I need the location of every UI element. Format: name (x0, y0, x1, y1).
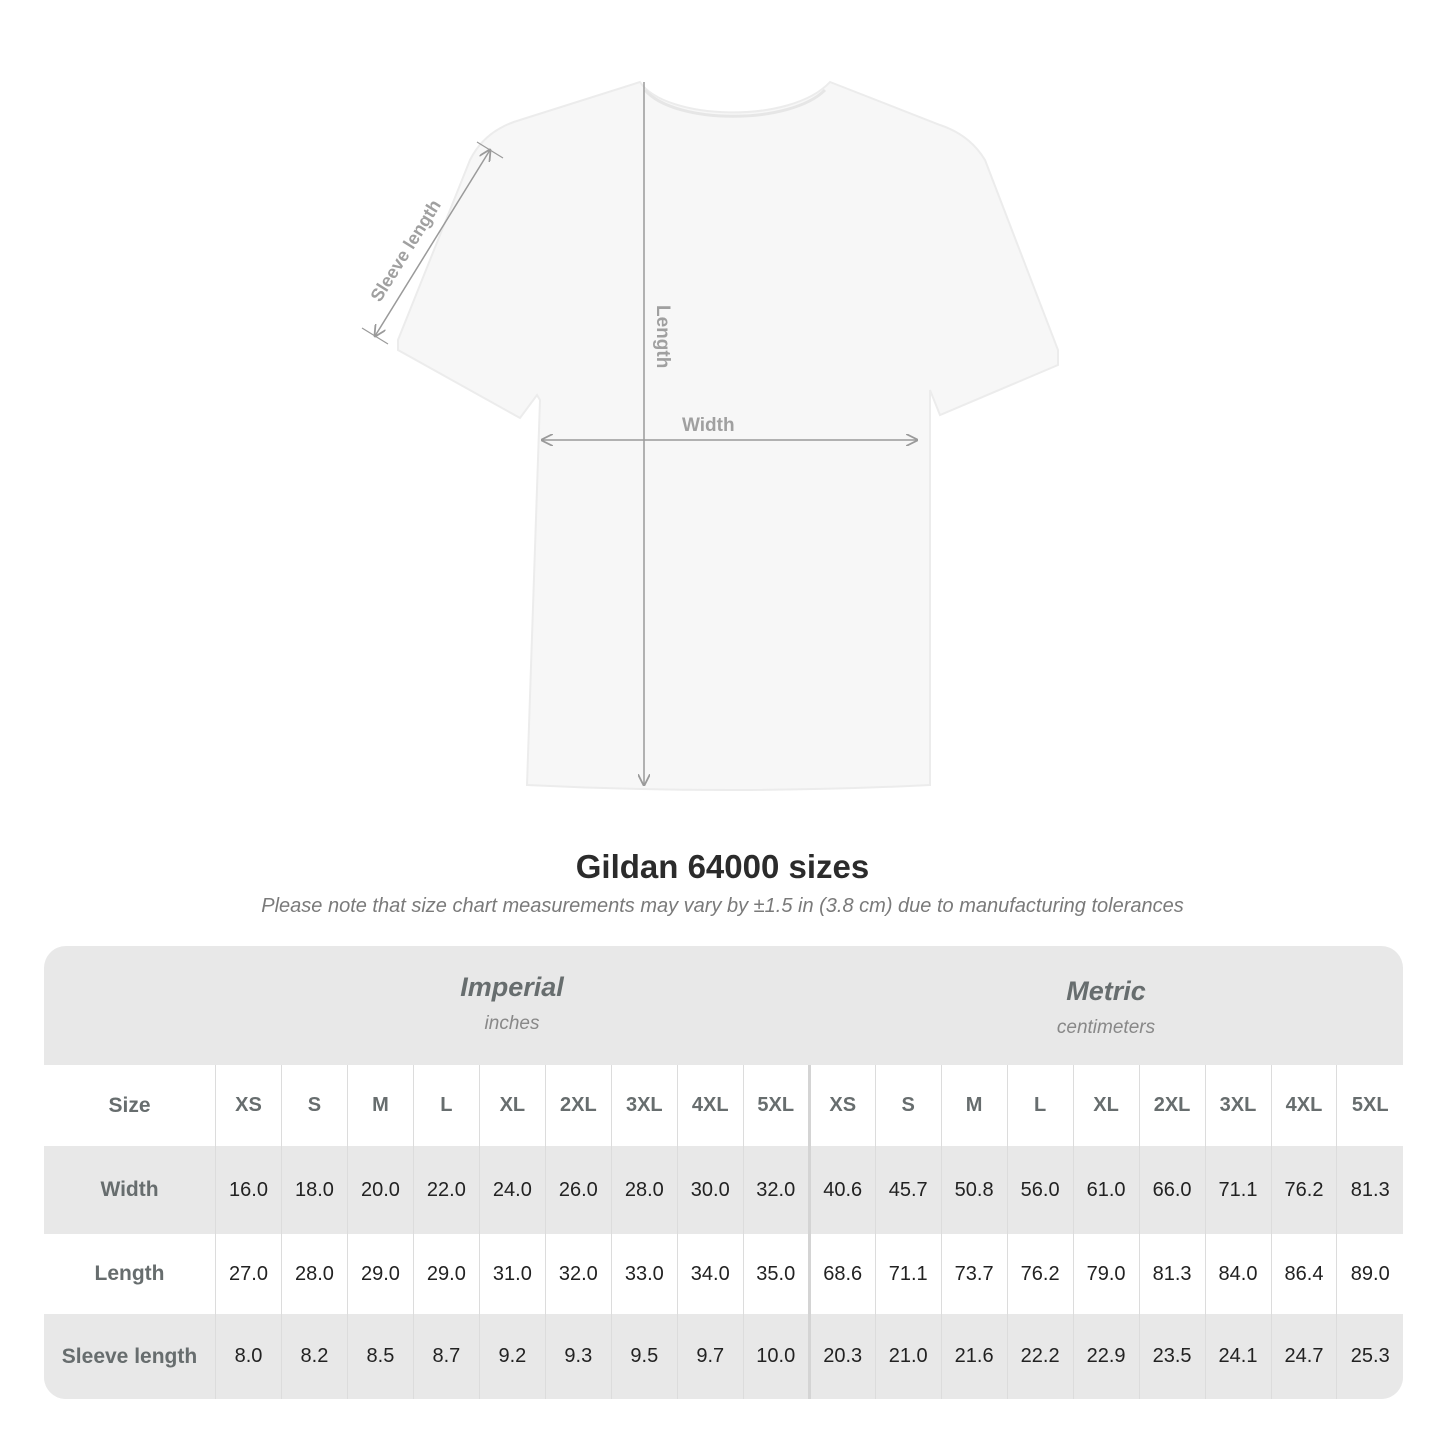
imperial-cell: 31.0 (478, 1234, 546, 1314)
imperial-cell: 9.5 (610, 1314, 678, 1399)
metric-cell: 61.0 (1072, 1146, 1140, 1234)
metric-size-l: L (1006, 1065, 1074, 1146)
metric-title: Metric (1066, 976, 1146, 1006)
imperial-size-l: L (412, 1065, 480, 1146)
imperial-cell: 30.0 (676, 1146, 744, 1234)
metric-cell: 20.3 (807, 1314, 876, 1399)
sleeve-measure-line (375, 150, 490, 336)
table-row-sleeve-length: Sleeve length 8.0 8.2 8.5 8.7 9.2 9.3 9.5 9.7 10.… (44, 1314, 1403, 1399)
metric-cell: 66.0 (1138, 1146, 1206, 1234)
imperial-size-5xl: 5XL (742, 1065, 810, 1146)
imperial-cell: 32.0 (544, 1234, 612, 1314)
imperial-cell: 29.0 (412, 1234, 480, 1314)
metric-cell: 40.6 (807, 1146, 876, 1234)
imperial-cell: 24.0 (478, 1146, 546, 1234)
metric-cell: 76.2 (1270, 1146, 1337, 1234)
width-label: Width (682, 415, 735, 436)
row-label: Length (94, 1262, 165, 1285)
metric-cell: 86.4 (1270, 1234, 1337, 1314)
imperial-title: Imperial (460, 972, 564, 1002)
imperial-cell: 27.0 (215, 1234, 282, 1314)
imperial-size-2xl: 2XL (544, 1065, 612, 1146)
imperial-cell: 26.0 (544, 1146, 612, 1234)
metric-cell: 22.9 (1072, 1314, 1140, 1399)
metric-cell: 84.0 (1204, 1234, 1271, 1314)
imperial-cell: 28.0 (610, 1146, 678, 1234)
table-row-length: Length 27.0 28.0 29.0 29.0 31.0 32.0 33.0 34.0 35… (44, 1234, 1403, 1314)
imperial-cell: 9.3 (544, 1314, 612, 1399)
imperial-cell: 18.0 (280, 1146, 348, 1234)
imperial-unit: inches (484, 1013, 540, 1034)
metric-cell: 71.1 (874, 1234, 942, 1314)
metric-cell: 22.2 (1006, 1314, 1074, 1399)
metric-size-xs: XS (807, 1065, 876, 1146)
metric-cell: 68.6 (807, 1234, 876, 1314)
metric-cell: 79.0 (1072, 1234, 1140, 1314)
imperial-size-4xl: 4XL (676, 1065, 744, 1146)
metric-cell: 81.3 (1336, 1146, 1403, 1234)
metric-size-m: M (940, 1065, 1008, 1146)
imperial-cell: 9.7 (676, 1314, 744, 1399)
metric-size-3xl: 3XL (1204, 1065, 1271, 1146)
metric-cell: 56.0 (1006, 1146, 1074, 1234)
metric-header: Metric centimeters (809, 946, 1403, 1093)
imperial-cell: 33.0 (610, 1234, 678, 1314)
tolerance-note: Please note that size chart measurements… (261, 895, 1184, 917)
imperial-cell: 22.0 (412, 1146, 480, 1234)
row-label: Sleeve length (61, 1344, 198, 1368)
size-grid: Size XS S M L XL 2XL 3XL 4XL 5XL XS S M L XL 2XL 3XL 4XL 5… (44, 1065, 1403, 1399)
metric-cell: 71.1 (1204, 1146, 1271, 1234)
metric-cell: 89.0 (1336, 1234, 1403, 1314)
imperial-cell: 16.0 (215, 1146, 282, 1234)
metric-cell: 21.0 (874, 1314, 942, 1399)
tshirt-shape (397, 80, 1059, 791)
metric-size-s: S (874, 1065, 942, 1146)
imperial-header: Imperial inches (215, 946, 809, 1089)
length-label: Length (652, 305, 673, 368)
imperial-cell: 9.2 (478, 1314, 546, 1399)
imperial-size-xl: XL (478, 1065, 546, 1146)
imperial-size-xs: XS (215, 1065, 282, 1146)
imperial-cell: 8.7 (412, 1314, 480, 1399)
imperial-size-s: S (280, 1065, 348, 1146)
imperial-cell: 35.0 (742, 1234, 810, 1314)
size-label: Size (108, 1093, 151, 1117)
metric-unit: centimeters (1056, 1017, 1156, 1038)
imperial-cell: 28.0 (280, 1234, 348, 1314)
size-header-row: Size XS S M L XL 2XL 3XL 4XL 5XL XS S M L XL 2XL 3XL 4XL 5… (44, 1065, 1403, 1146)
table-row-width: Width 16.0 18.0 20.0 22.0 24.0 26.0 28.0 30.0 32.… (44, 1146, 1403, 1234)
imperial-cell: 20.0 (346, 1146, 414, 1234)
imperial-cell: 34.0 (676, 1234, 744, 1314)
metric-cell: 24.1 (1204, 1314, 1271, 1399)
metric-cell: 50.8 (940, 1146, 1008, 1234)
row-label: Width (100, 1178, 159, 1201)
size-table: Imperial inches Metric centimeters Size X… (44, 946, 1403, 1399)
metric-cell: 76.2 (1006, 1234, 1074, 1314)
metric-size-4xl: 4XL (1270, 1065, 1337, 1146)
imperial-size-3xl: 3XL (610, 1065, 678, 1146)
metric-cell: 25.3 (1336, 1314, 1403, 1399)
metric-cell: 73.7 (940, 1234, 1008, 1314)
imperial-size-m: M (346, 1065, 414, 1146)
metric-cell: 81.3 (1138, 1234, 1206, 1314)
imperial-cell: 8.5 (346, 1314, 414, 1399)
metric-cell: 45.7 (874, 1146, 942, 1234)
imperial-cell: 8.0 (215, 1314, 282, 1399)
imperial-cell: 10.0 (742, 1314, 810, 1399)
metric-cell: 21.6 (940, 1314, 1008, 1399)
imperial-cell: 8.2 (280, 1314, 348, 1399)
imperial-cell: 29.0 (346, 1234, 414, 1314)
imperial-cell: 32.0 (742, 1146, 810, 1234)
metric-size-2xl: 2XL (1138, 1065, 1206, 1146)
page-title: Gildan 64000 sizes (575, 848, 870, 885)
metric-size-5xl: 5XL (1336, 1065, 1403, 1146)
metric-size-xl: XL (1072, 1065, 1140, 1146)
metric-cell: 24.7 (1270, 1314, 1337, 1399)
metric-cell: 23.5 (1138, 1314, 1206, 1399)
tshirt-diagram: Sleeve length Length Width (361, 80, 1059, 791)
